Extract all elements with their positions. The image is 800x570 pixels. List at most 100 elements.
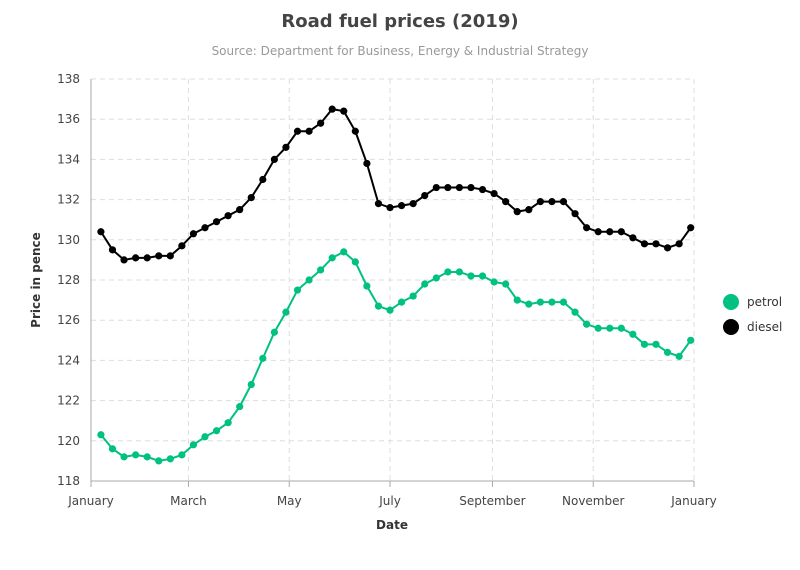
data-point-petrol bbox=[328, 254, 336, 262]
data-point-petrol bbox=[351, 258, 359, 266]
data-point-diesel bbox=[583, 224, 591, 232]
legend: petrol diesel bbox=[723, 294, 782, 335]
data-point-diesel bbox=[444, 183, 452, 192]
data-point-diesel bbox=[548, 198, 556, 206]
data-point-diesel bbox=[663, 244, 672, 252]
data-point-petrol bbox=[606, 324, 614, 332]
data-point-diesel bbox=[421, 191, 429, 200]
y-tick-label: 128 bbox=[57, 273, 80, 287]
data-point-petrol bbox=[270, 328, 278, 336]
data-point-petrol bbox=[282, 308, 290, 316]
data-point-petrol bbox=[178, 451, 186, 459]
legend-label-diesel: diesel bbox=[747, 320, 782, 334]
x-tick-label: May bbox=[277, 494, 302, 508]
data-point-diesel bbox=[629, 234, 637, 242]
legend-label-petrol: petrol bbox=[747, 295, 782, 309]
data-point-diesel bbox=[166, 252, 174, 260]
data-point-petrol bbox=[513, 296, 521, 304]
data-point-diesel bbox=[270, 155, 278, 163]
data-point-petrol bbox=[259, 354, 267, 362]
data-point-petrol bbox=[583, 320, 591, 328]
data-point-petrol bbox=[432, 274, 440, 282]
data-point-petrol bbox=[293, 286, 302, 294]
x-tick-label: January bbox=[67, 494, 114, 508]
data-point-diesel bbox=[224, 212, 232, 220]
data-point-diesel bbox=[293, 127, 302, 135]
data-point-diesel bbox=[617, 228, 625, 236]
data-point-petrol bbox=[663, 348, 672, 356]
data-point-petrol bbox=[409, 292, 417, 300]
data-point-diesel bbox=[259, 175, 267, 184]
y-tick-label: 126 bbox=[57, 313, 80, 327]
data-point-petrol bbox=[236, 403, 244, 411]
y-tick-label: 136 bbox=[57, 112, 80, 126]
data-point-petrol bbox=[525, 300, 533, 308]
x-tick-label: March bbox=[170, 494, 207, 508]
data-point-petrol bbox=[212, 427, 221, 435]
y-tick-label: 138 bbox=[57, 72, 80, 86]
data-point-diesel bbox=[374, 200, 383, 208]
data-point-diesel bbox=[201, 224, 209, 232]
data-point-petrol bbox=[166, 455, 174, 463]
series-line-petrol bbox=[100, 250, 692, 462]
data-point-petrol bbox=[629, 330, 637, 338]
data-point-petrol bbox=[386, 306, 394, 314]
y-tick-label: 124 bbox=[57, 353, 80, 367]
data-point-petrol bbox=[490, 278, 498, 286]
data-point-petrol bbox=[478, 272, 487, 280]
data-point-diesel bbox=[502, 198, 510, 206]
data-point-diesel bbox=[282, 143, 290, 151]
data-point-diesel bbox=[409, 200, 417, 208]
data-point-petrol bbox=[652, 340, 660, 348]
data-point-diesel bbox=[478, 185, 487, 194]
data-point-petrol bbox=[548, 298, 556, 306]
data-point-diesel bbox=[120, 256, 128, 264]
data-point-diesel bbox=[212, 218, 221, 226]
chart-title: Road fuel prices (2019) bbox=[281, 11, 518, 32]
data-point-diesel bbox=[675, 240, 683, 248]
data-point-diesel bbox=[652, 240, 660, 248]
data-point-diesel bbox=[606, 228, 614, 236]
data-point-petrol bbox=[536, 298, 544, 306]
series-diesel bbox=[97, 105, 695, 264]
data-point-petrol bbox=[317, 266, 325, 274]
data-point-petrol bbox=[444, 268, 452, 276]
data-point-petrol bbox=[559, 298, 568, 306]
x-tick-label: November bbox=[562, 494, 624, 508]
data-point-diesel bbox=[687, 224, 695, 232]
x-axis-title: Date bbox=[376, 518, 408, 532]
x-tick-label: January bbox=[670, 494, 717, 508]
axes bbox=[90, 79, 695, 487]
data-point-petrol bbox=[247, 380, 255, 389]
data-point-petrol bbox=[97, 431, 105, 439]
data-point-diesel bbox=[155, 252, 163, 260]
data-point-diesel bbox=[571, 210, 579, 218]
data-point-diesel bbox=[467, 183, 475, 192]
data-point-diesel bbox=[386, 204, 394, 212]
data-point-petrol bbox=[467, 272, 475, 280]
x-tick-labels: January March May July September November Janu… bbox=[67, 494, 717, 508]
data-point-petrol bbox=[143, 453, 151, 461]
data-point-diesel bbox=[363, 159, 371, 168]
data-point-petrol bbox=[224, 419, 232, 427]
data-point-petrol bbox=[640, 340, 649, 348]
data-point-petrol bbox=[687, 336, 695, 344]
data-point-diesel bbox=[97, 228, 105, 236]
data-point-diesel bbox=[340, 107, 348, 115]
series bbox=[97, 105, 695, 465]
data-point-petrol bbox=[363, 282, 371, 290]
y-axis-title: Price in pence bbox=[29, 232, 43, 328]
gridlines bbox=[91, 78, 695, 481]
data-point-petrol bbox=[305, 276, 313, 284]
data-point-petrol bbox=[155, 457, 163, 465]
data-point-diesel bbox=[594, 228, 602, 236]
data-point-petrol bbox=[675, 352, 683, 360]
data-point-diesel bbox=[108, 246, 117, 254]
data-point-petrol bbox=[120, 453, 128, 461]
y-tick-label: 122 bbox=[57, 394, 80, 408]
data-point-diesel bbox=[305, 127, 313, 135]
y-tick-label: 130 bbox=[57, 233, 80, 247]
y-tick-label: 132 bbox=[57, 193, 80, 207]
data-point-diesel bbox=[143, 254, 151, 262]
